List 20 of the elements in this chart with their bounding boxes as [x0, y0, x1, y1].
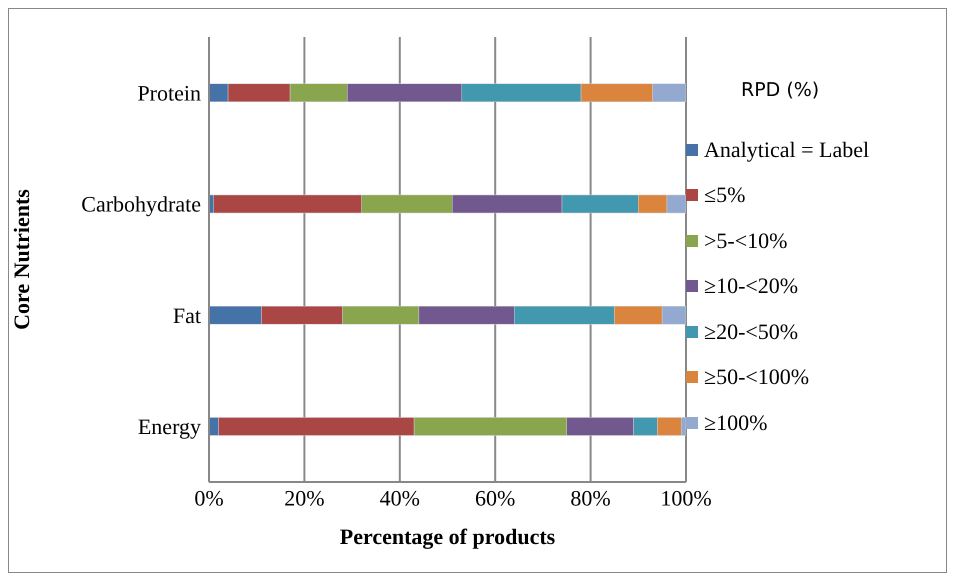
legend-label: Analytical = Label: [704, 136, 870, 163]
legend-label: ≥10-<20%: [704, 273, 798, 300]
x-tick-label: 60%: [475, 486, 516, 511]
y-tick-label: Energy: [138, 414, 201, 440]
y-tick-label: Fat: [172, 302, 201, 328]
legend-label: ≥50-<100%: [704, 364, 810, 390]
legend-label: ≥100%: [704, 410, 768, 436]
legend-title: RPD (%): [741, 79, 820, 101]
x-tick-label: 40%: [380, 486, 420, 511]
x-tick-label: 20%: [284, 486, 325, 511]
legend-label: >5-<10%: [704, 228, 788, 254]
y-tick-label: Protein: [137, 80, 201, 106]
legend-label: ≤5%: [704, 182, 746, 208]
x-tick-label: 0%: [194, 486, 224, 511]
x-tick-label: 80%: [570, 486, 611, 511]
x-axis-title: Percentage of products: [340, 524, 556, 549]
legend-label: ≥20-<50%: [704, 318, 798, 345]
x-tick-label: 100%: [660, 486, 712, 511]
y-axis-title: Core Nutrients: [8, 188, 34, 330]
y-tick-label: Carbohydrate: [81, 192, 201, 217]
